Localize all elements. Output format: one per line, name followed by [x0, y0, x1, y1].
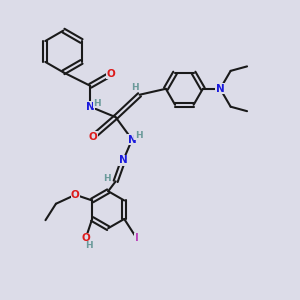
Text: N: N [119, 155, 128, 166]
Text: N: N [216, 84, 224, 94]
Text: N: N [86, 102, 95, 112]
Text: N: N [128, 134, 136, 145]
Text: I: I [135, 233, 139, 243]
Text: O: O [89, 132, 98, 142]
Text: H: H [93, 99, 101, 108]
Text: H: H [131, 83, 139, 92]
Text: H: H [85, 241, 93, 250]
Text: H: H [103, 174, 111, 183]
Text: H: H [135, 130, 142, 140]
Text: O: O [107, 69, 116, 79]
Text: O: O [71, 190, 80, 200]
Text: O: O [81, 233, 90, 243]
